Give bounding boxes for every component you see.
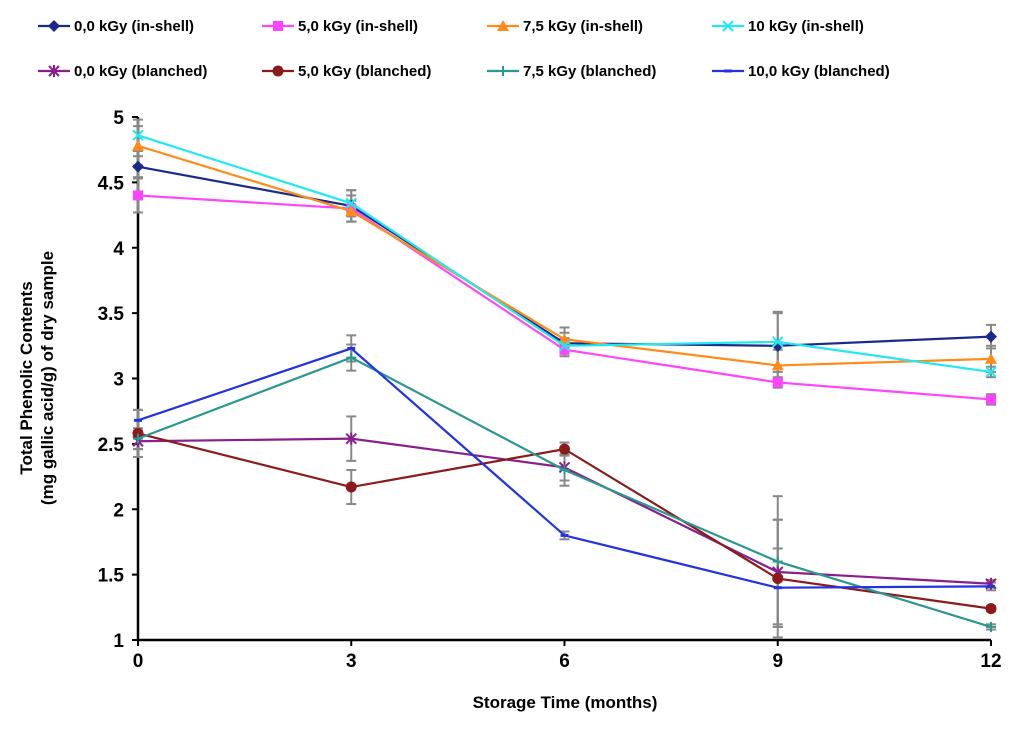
y-tick-label: 1: [113, 631, 124, 652]
legend-label: 7,5 kGy (in-shell): [523, 18, 643, 35]
legend-entry: 10,0 kGy (blanched): [712, 63, 890, 80]
y-tick-label: 3.5: [98, 304, 125, 325]
data-point: [772, 556, 783, 567]
y-tick-label: 2.5: [98, 435, 125, 456]
data-point: [772, 377, 783, 388]
series-6: [132, 427, 997, 615]
legend-entry: 0,0 kGy (blanched): [38, 63, 207, 80]
marker-stroke: [132, 129, 144, 142]
marker-stroke: [985, 366, 997, 378]
data-point: [133, 190, 143, 201]
series-line: [137, 194, 992, 401]
y-tick-label: 5: [113, 108, 124, 129]
series-2: [133, 190, 996, 405]
data-point: [346, 352, 357, 363]
data-point: [345, 205, 358, 217]
legend-swatch-marker: [498, 66, 508, 76]
legend-entry: 0,0 kGy (in-shell): [38, 18, 194, 35]
data-point: [559, 465, 570, 476]
legend-label: 10 kGy (in-shell): [748, 18, 864, 35]
x-tick-label: 0: [133, 651, 144, 672]
data-point: [985, 366, 997, 378]
data-point: [132, 129, 144, 142]
legend-entry: 10 kGy (in-shell): [712, 18, 864, 35]
data-point: [773, 586, 782, 590]
data-point: [345, 481, 357, 493]
series-4: [132, 129, 997, 378]
data-point: [345, 432, 357, 445]
legend-label: 7,5 kGy (blanched): [523, 63, 656, 80]
legend-swatch-marker: [497, 20, 509, 31]
legend-swatch-marker: [48, 65, 60, 77]
data-point: [985, 330, 997, 343]
legend-swatch-marker: [722, 20, 734, 32]
data-point: [132, 139, 144, 151]
y-axis-title-line-1: Total Phenolic Contents: [17, 281, 36, 474]
y-tick-label: 4.5: [98, 173, 125, 194]
data-point: [560, 533, 569, 537]
data-point: [986, 394, 996, 405]
legend-swatch-marker: [724, 69, 732, 73]
data-point: [559, 344, 570, 355]
data-point: [771, 359, 784, 371]
marker-stroke: [558, 340, 571, 352]
axes: 1 1.5 2 2.5 3 3.5 4 4.5 5 0 3 6 9 12: [98, 108, 1002, 672]
series-1: [132, 160, 997, 352]
data-point: [134, 418, 142, 422]
y-axis-title: Total Phenolic Contents (mg gallic acid/…: [17, 251, 57, 505]
x-tick-label: 3: [346, 651, 357, 672]
legend-swatch-marker: [273, 21, 283, 31]
legend-label: 5,0 kGy (in-shell): [298, 18, 418, 35]
legend-label: 0,0 kGy (blanched): [74, 63, 207, 80]
legend-entry: 7,5 kGy (in-shell): [487, 18, 643, 35]
x-tick-label: 12: [980, 651, 1001, 672]
data-point: [347, 346, 356, 350]
data-point: [559, 443, 570, 455]
y-tick-label: 3: [113, 370, 124, 391]
legend-swatch-marker: [48, 20, 60, 32]
x-tick-label: 6: [559, 651, 570, 672]
legend-label: 0,0 kGy (in-shell): [74, 18, 194, 35]
marker-stroke: [772, 336, 784, 348]
data-point: [986, 621, 996, 632]
marker-stroke: [722, 20, 734, 32]
y-tick-label: 2: [113, 500, 124, 521]
marker-stroke: [345, 197, 357, 210]
legend-entry: 5,0 kGy (blanched): [262, 63, 431, 80]
legend-label: 10,0 kGy (blanched): [748, 63, 890, 80]
legend-label: 5,0 kGy (blanched): [298, 63, 431, 80]
legend-entry: 5,0 kGy (in-shell): [262, 18, 418, 35]
series-line: [137, 165, 992, 347]
y-axis-title-line-2: (mg gallic acid/g) of dry sample: [38, 251, 57, 505]
data-point: [772, 573, 784, 585]
legend-entry: 7,5 kGy (blanched): [487, 63, 656, 80]
legend-swatch-marker: [272, 65, 284, 77]
data-series: [132, 129, 997, 632]
series-7: [133, 352, 996, 632]
data-point: [132, 427, 144, 439]
data-point: [987, 584, 995, 588]
data-point: [985, 352, 997, 364]
data-point: [985, 603, 997, 615]
data-point: [772, 336, 784, 348]
y-tick-label: 1.5: [98, 566, 125, 587]
data-point: [132, 160, 144, 173]
data-point: [345, 197, 357, 210]
data-point: [133, 433, 143, 444]
legend: 0,0 kGy (in-shell) 5,0 kGy (in-shell) 7,5 …: [38, 18, 890, 80]
series-8: [134, 346, 995, 590]
x-tick-label: 9: [772, 651, 783, 672]
y-tick-label: 4: [113, 239, 124, 260]
x-axis-title: Storage Time (months): [473, 693, 658, 712]
data-point: [558, 340, 571, 352]
